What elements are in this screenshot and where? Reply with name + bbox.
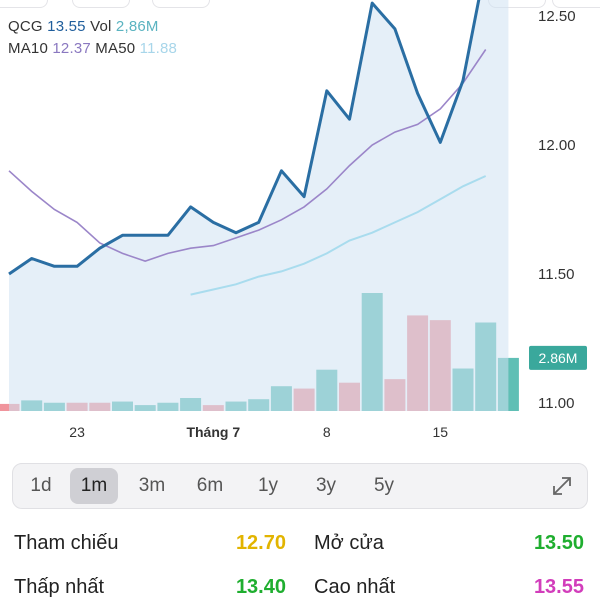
ma50-value: 11.88 (139, 40, 178, 57)
ma10-value: 12.37 (52, 40, 91, 57)
ma50-line (190, 175, 487, 296)
price-area (9, 0, 509, 411)
open-value: 13.50 (533, 532, 584, 554)
low-label: Thấp nhất (14, 576, 105, 598)
ma-legend: MA10 12.37 MA50 11.88 (8, 40, 177, 57)
ma10-line (8, 49, 487, 262)
y-tick-label: 12.50 (538, 8, 576, 25)
price-legend: QCG 13.55 Vol 2,86M (8, 18, 159, 35)
range-selector: 1d 1m 3m 6m 1y 3y 5y (12, 463, 588, 509)
x-axis: 23 Tháng 7 8 15 (69, 424, 448, 440)
top-button-5[interactable] (552, 0, 600, 8)
reference-label: Tham chiếu (14, 532, 119, 554)
range-6m[interactable]: 6m (196, 475, 224, 496)
range-1m[interactable]: 1m (70, 468, 118, 504)
low-value: 13.40 (235, 576, 286, 598)
symbol-label: QCG (8, 18, 43, 35)
vol-value: 2,86M (115, 18, 159, 35)
range-1d[interactable]: 1d (30, 475, 52, 496)
price-line (8, 0, 481, 276)
x-tick-label: 15 (433, 424, 449, 440)
range-5y[interactable]: 5y (373, 475, 395, 496)
reference-value: 12.70 (235, 532, 286, 554)
x-tick-label: 8 (323, 424, 331, 440)
open-label: Mở cửa (314, 532, 384, 554)
x-tick-label: Tháng 7 (186, 424, 240, 440)
last-volume-tag-text: 2.86M (539, 350, 578, 366)
range-1y[interactable]: 1y (257, 475, 279, 496)
vol-label: Vol (90, 18, 112, 35)
high-label: Cao nhất (314, 576, 396, 598)
ma10-label: MA10 (8, 40, 48, 57)
ma50-label: MA50 (95, 40, 136, 57)
range-3m[interactable]: 3m (138, 475, 166, 496)
x-tick-label: 23 (69, 424, 85, 440)
last-volume-tag: 2.86M (529, 345, 587, 370)
y-tick-label: 11.00 (538, 395, 574, 412)
range-3y[interactable]: 3y (315, 475, 337, 496)
expand-icon[interactable] (549, 473, 575, 499)
y-tick-label: 11.50 (538, 266, 574, 283)
high-value: 13.55 (533, 576, 584, 598)
price-value: 13.55 (47, 18, 86, 35)
y-tick-label: 12.00 (538, 137, 576, 154)
